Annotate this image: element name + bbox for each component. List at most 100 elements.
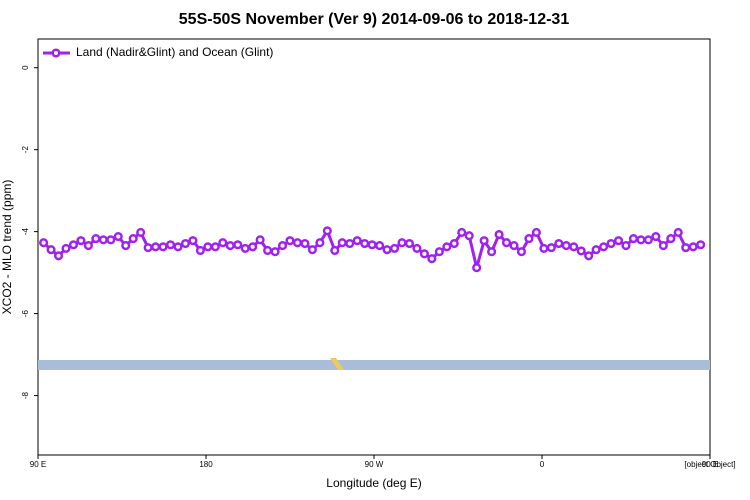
data-point [613,236,624,246]
data-point [151,242,161,252]
data-point [188,236,198,246]
y-tick-label: -8 [21,391,30,399]
x-tick-label: 90 E [30,460,46,469]
data-point [434,247,444,257]
data-point [315,238,325,248]
y-tick-label: 0 [21,65,30,70]
data-point [39,238,49,248]
data-point [621,241,631,251]
data-point [464,231,474,241]
data-point [136,227,146,238]
data-point [203,242,213,252]
data-point [98,235,108,245]
data-point [524,234,534,244]
data-point [255,235,265,245]
data-point [494,229,504,240]
data-point [83,241,93,251]
data-point [121,241,131,251]
data-point [606,238,616,249]
data-point [673,227,683,238]
data-point [76,236,86,246]
data-point [195,245,205,256]
data-point [643,235,653,245]
data-point [419,249,429,259]
y-tick-label: -2 [21,146,30,154]
data-point [539,243,549,253]
land-patch [330,358,344,370]
data-point [143,243,153,253]
data-point [636,235,646,245]
data-point [501,238,512,248]
chart-title: 55S-50S November (Ver 9) 2014-09-06 to 2… [179,11,570,28]
data-point [531,227,541,238]
data-point [681,243,691,253]
data-point [561,241,571,251]
data-point [277,241,288,251]
data-point [218,238,228,248]
data-point [546,243,556,253]
data-point [554,238,564,249]
data-point [487,247,497,257]
data-point [382,245,392,255]
data-point [479,236,489,246]
data-point [509,241,519,251]
y-tick-label: -4 [21,228,30,236]
data-point [165,240,176,250]
data-point [658,241,668,251]
data-point [360,238,370,249]
surface-strip [38,360,710,370]
data-point [285,236,295,246]
data-point [330,245,340,256]
x-tick-label: 90 E [702,460,718,469]
data-point [46,245,56,255]
data-point [113,231,123,242]
legend-marker [51,48,61,58]
data-point [569,242,579,252]
data-point [352,236,362,246]
x-tick-label: 90 W [365,460,384,469]
data-point [397,238,407,248]
data-point [173,242,183,252]
data-point [210,242,220,252]
data-point [457,227,467,238]
data-point [375,241,385,251]
data-point [53,251,64,261]
x-tick-label: [object Object] [684,460,735,469]
data-point [106,235,116,245]
data-point [688,242,698,252]
data-point [389,243,400,253]
data-point [591,245,601,255]
data-point [576,246,586,256]
x-axis-label: Longitude (deg E) [326,476,421,490]
data-point [472,263,482,273]
data-point [516,247,527,257]
data-point [300,238,310,249]
x-tick-label: 0 [540,460,545,469]
data-point [128,234,138,244]
y-tick-label: -6 [21,309,30,317]
data-point [322,226,332,236]
x-tick-label: 180 [199,460,213,469]
data-point [449,238,459,249]
y-axis-label: XCO2 - MLO trend (ppm) [0,180,14,315]
data-point [651,231,661,242]
data-point [233,240,243,250]
data-point [427,254,437,264]
data-point [367,240,377,250]
data-point [292,238,303,248]
data-point [628,234,639,244]
data-point [599,242,609,252]
data-point [225,241,235,251]
data-point [180,238,191,249]
data-point [270,247,280,257]
data-point [248,242,258,252]
data-point [696,240,706,250]
data-point [345,238,355,249]
data-point [337,238,347,248]
data-point [404,238,415,249]
data-point [91,234,101,244]
data-point [307,245,317,255]
data-point [61,243,71,253]
data-point [240,243,250,253]
